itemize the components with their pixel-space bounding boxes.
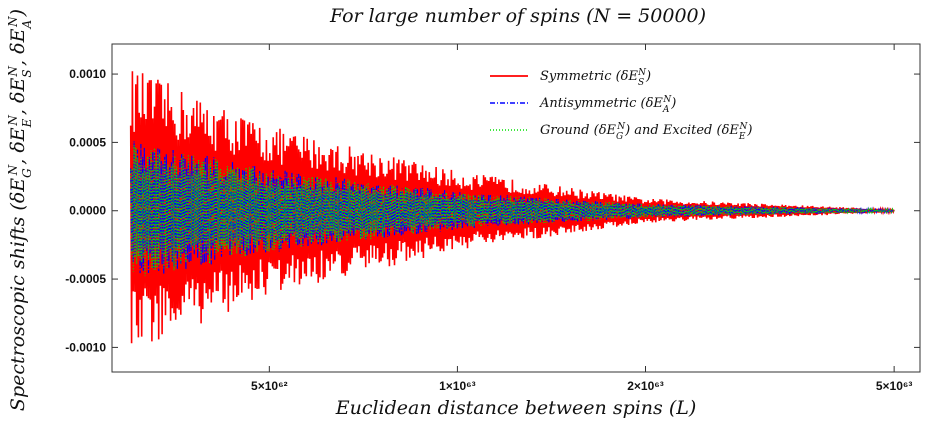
- series-line-2: [130, 141, 895, 275]
- x-tick-label: 1×10⁶³: [439, 379, 476, 393]
- x-axis: 5×10⁶² 1×10⁶³ 2×10⁶³ 5×10⁶³: [251, 44, 912, 393]
- y-tick-label: 0.0000: [69, 204, 106, 218]
- x-tick-label: 2×10⁶³: [627, 379, 664, 393]
- series-line-1: [129, 71, 895, 344]
- y-tick-label: -0.0005: [65, 272, 106, 286]
- y-tick-label: -0.0010: [65, 340, 106, 354]
- legend: Symmetric (δESN) Antisymmetric (δEAN) Grou…: [490, 68, 752, 142]
- x-tick-label: 5×10⁶³: [876, 379, 913, 393]
- y-tick-label: 0.0005: [69, 135, 106, 149]
- legend-label-3: Ground (δEGN) and Excited (δEEN): [540, 122, 752, 142]
- y-tick-label: 0.0010: [69, 67, 106, 81]
- x-tick-label: 5×10⁶²: [251, 379, 288, 393]
- series-line-3: [130, 145, 895, 277]
- y-axis: 0.0010 0.0005 0.0000 -0.0005 -0.0010: [65, 67, 920, 354]
- series-layer: [129, 71, 895, 344]
- plot-frame: [111, 43, 921, 373]
- plot-area: 0.0010 0.0005 0.0000 -0.0005 -0.0010 5×10⁶² 1…: [65, 43, 921, 393]
- chart-title: For large number of spins (N = 50000): [329, 5, 706, 27]
- legend-label-1: Symmetric (δESN): [540, 68, 651, 88]
- y-axis-label: Spectroscopic shifts (δEGN, δEEN, δESN, …: [6, 9, 34, 411]
- x-axis-label: Euclidean distance between spins (L): [335, 397, 697, 419]
- legend-label-2: Antisymmetric (δEAN): [539, 95, 676, 115]
